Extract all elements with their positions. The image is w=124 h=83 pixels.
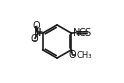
Text: CH₃: CH₃ (77, 51, 92, 60)
Text: O: O (33, 21, 40, 31)
Text: O: O (31, 34, 38, 44)
Text: −: − (30, 36, 37, 45)
Text: N: N (73, 28, 80, 38)
Text: N: N (34, 28, 42, 38)
Text: +: + (36, 27, 42, 36)
Text: C: C (79, 28, 86, 38)
Text: O: O (68, 50, 76, 60)
Text: S: S (85, 28, 91, 38)
